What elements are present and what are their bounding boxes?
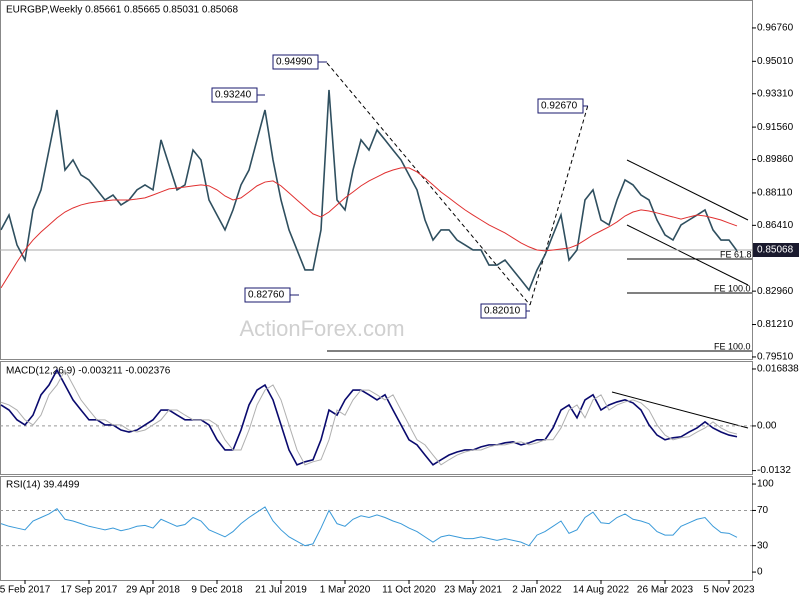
- x-tick-label: 23 May 2021: [444, 585, 502, 596]
- annotation: 0.82010: [484, 306, 521, 317]
- x-tick-label: 2 Jan 2022: [512, 585, 562, 596]
- x-tick-label: 17 Sep 2017: [61, 585, 118, 596]
- channel-lower: [626, 224, 749, 286]
- series-line: [0, 506, 738, 547]
- macd-pane: [0, 361, 753, 475]
- y-tick-label: 0.82960: [757, 286, 794, 297]
- last-price-box: [753, 243, 799, 257]
- annotation: FE 61.8: [720, 249, 752, 259]
- x-tick-label: 21 Jul 2019: [255, 585, 307, 596]
- price-pane: [0, 0, 753, 360]
- annotation: FE 100.0: [714, 283, 751, 293]
- y-tick-label: 100: [757, 479, 774, 490]
- series-line: [0, 369, 738, 466]
- y-tick-label: 0.95010: [757, 56, 794, 67]
- y-tick-label: 0.96760: [757, 23, 794, 34]
- x-tick-label: 26 Mar 2023: [637, 585, 694, 596]
- annotation: FE 100.0: [714, 341, 751, 351]
- price-title: EURGBP,Weekly 0.85661 0.85665 0.85031 0.…: [6, 5, 238, 16]
- annotation: 0.92670: [541, 101, 578, 112]
- y-tick-label: 70: [757, 505, 769, 516]
- series-line: [0, 167, 738, 289]
- wave-line: [326, 62, 531, 306]
- x-tick-label: 11 Oct 2020: [382, 585, 436, 596]
- x-tick-label: 29 Apr 2018: [126, 585, 180, 596]
- y-tick-label: 0.93310: [757, 88, 794, 99]
- y-tick-label: 0.00: [757, 421, 777, 432]
- y-tick-label: 0.88110: [757, 188, 793, 199]
- channel-upper: [626, 159, 749, 221]
- y-tick-label: 0.79510: [757, 352, 794, 363]
- series-line: [0, 368, 738, 466]
- watermark: ActionForex.com: [239, 316, 404, 341]
- macd-title: MACD(12,26,9) -0.003211 -0.002376: [6, 366, 171, 377]
- drawings: [0, 62, 752, 429]
- macd-trend-line: [611, 391, 749, 429]
- annotation: 0.82760: [248, 290, 285, 301]
- rsi-title: RSI(14) 39.4499: [6, 480, 80, 491]
- x-tick-label: 5 Feb 2017: [0, 585, 51, 596]
- y-tick-label: 0.86410: [757, 220, 794, 231]
- y-tick-label: 0: [757, 567, 763, 578]
- last-price-label: 0.85068: [757, 245, 794, 256]
- y-tick-label: 0.81210: [757, 319, 794, 330]
- y-tick-label: 0.89860: [757, 154, 794, 165]
- wave-line: [529, 104, 589, 306]
- series-line: [0, 89, 738, 292]
- y-tick-label: 0.016838: [757, 364, 799, 375]
- y-tick-label: 30: [757, 540, 769, 551]
- y-tick-label: 0.91560: [757, 122, 794, 133]
- annotation: 0.93240: [215, 90, 252, 101]
- rsi-pane: [0, 476, 753, 581]
- x-tick-label: 9 Dec 2018: [191, 585, 243, 596]
- x-tick-label: 1 Mar 2020: [320, 585, 371, 596]
- annotation: 0.94990: [276, 57, 313, 68]
- y-tick-label: -0.0132: [757, 465, 791, 476]
- x-tick-label: 14 Aug 2022: [573, 585, 630, 596]
- x-tick-label: 5 Nov 2023: [703, 585, 755, 596]
